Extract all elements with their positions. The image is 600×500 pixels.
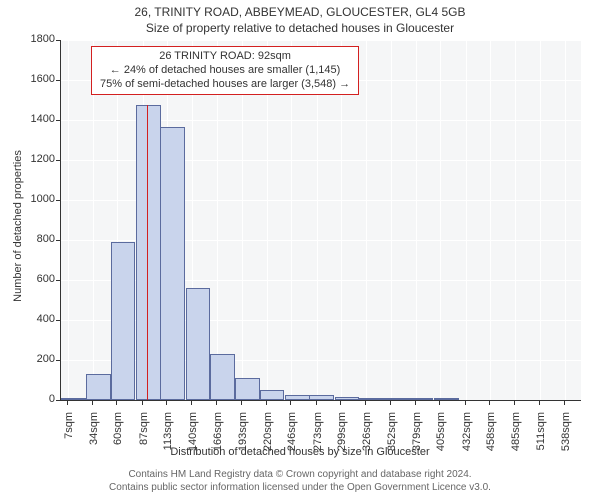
gridline-v [366, 40, 367, 400]
histogram-bar [384, 398, 409, 400]
annotation-larger-pct: 75% of semi-detached houses are larger (… [100, 78, 350, 92]
histogram-bar [61, 398, 86, 400]
xtick-mark [191, 401, 192, 405]
xtick-mark [316, 401, 317, 405]
property-size-histogram: 26, TRINITY ROAD, ABBEYMEAD, GLOUCESTER,… [0, 0, 600, 500]
xtick-mark [92, 401, 93, 405]
histogram-bar [86, 374, 111, 400]
histogram-bar [335, 397, 360, 400]
xtick-mark [465, 401, 466, 405]
plot-area: 26 TRINITY ROAD: 92sqm ← 24% of detached… [60, 40, 581, 401]
property-marker-line [147, 105, 148, 400]
histogram-bar [210, 354, 235, 400]
attribution-line1: Contains HM Land Registry data © Crown c… [0, 469, 600, 482]
data-attribution: Contains HM Land Registry data © Crown c… [0, 469, 600, 494]
xtick-mark [489, 401, 490, 405]
histogram-bar [359, 398, 384, 400]
gridline-v [68, 40, 69, 400]
ytick-label: 0 [5, 393, 55, 405]
ytick-mark [56, 280, 60, 281]
histogram-bar [260, 390, 285, 400]
ytick-mark [56, 200, 60, 201]
annotation-property-size: 26 TRINITY ROAD: 92sqm [100, 50, 350, 64]
ytick-mark [56, 400, 60, 401]
histogram-bar [186, 288, 211, 400]
chart-title-address: 26, TRINITY ROAD, ABBEYMEAD, GLOUCESTER,… [0, 5, 600, 19]
xtick-mark [514, 401, 515, 405]
ytick-label: 600 [5, 273, 55, 285]
gridline-v [416, 40, 417, 400]
gridline-v [391, 40, 392, 400]
xtick-mark [539, 401, 540, 405]
xtick-mark [390, 401, 391, 405]
ytick-mark [56, 40, 60, 41]
ytick-label: 1800 [5, 33, 55, 45]
gridline-v [540, 40, 541, 400]
ytick-mark [56, 80, 60, 81]
ytick-label: 1200 [5, 153, 55, 165]
gridline-v [440, 40, 441, 400]
chart-subtitle: Size of property relative to detached ho… [0, 21, 600, 35]
attribution-line2: Contains public sector information licen… [0, 482, 600, 495]
xtick-mark [564, 401, 565, 405]
ytick-label: 1600 [5, 73, 55, 85]
histogram-bar [160, 127, 185, 400]
xtick-mark [116, 401, 117, 405]
ytick-mark [56, 240, 60, 241]
gridline-v [490, 40, 491, 400]
ytick-label: 1000 [5, 193, 55, 205]
x-axis-label: Distribution of detached houses by size … [0, 446, 600, 458]
xtick-mark [266, 401, 267, 405]
ytick-mark [56, 120, 60, 121]
gridline-v [565, 40, 566, 400]
xtick-mark [290, 401, 291, 405]
annotation-smaller-pct: ← 24% of detached houses are smaller (1,… [100, 64, 350, 78]
xtick-mark [67, 401, 68, 405]
gridline-h [61, 40, 581, 41]
ytick-label: 1400 [5, 113, 55, 125]
histogram-bar [409, 398, 434, 400]
xtick-mark [340, 401, 341, 405]
xtick-mark [216, 401, 217, 405]
ytick-label: 400 [5, 313, 55, 325]
xtick-mark [415, 401, 416, 405]
ytick-label: 800 [5, 233, 55, 245]
xtick-mark [439, 401, 440, 405]
xtick-mark [166, 401, 167, 405]
histogram-bar [309, 395, 334, 400]
xtick-mark [241, 401, 242, 405]
ytick-mark [56, 160, 60, 161]
gridline-v [515, 40, 516, 400]
histogram-bar [434, 398, 459, 400]
xtick-mark [365, 401, 366, 405]
ytick-mark [56, 360, 60, 361]
gridline-v [466, 40, 467, 400]
xtick-mark [142, 401, 143, 405]
ytick-mark [56, 320, 60, 321]
histogram-bar [235, 378, 260, 400]
ytick-label: 200 [5, 353, 55, 365]
histogram-bar [285, 395, 310, 400]
histogram-bar [136, 105, 161, 400]
histogram-bar [111, 242, 136, 400]
property-marker-annotation: 26 TRINITY ROAD: 92sqm ← 24% of detached… [91, 46, 359, 95]
